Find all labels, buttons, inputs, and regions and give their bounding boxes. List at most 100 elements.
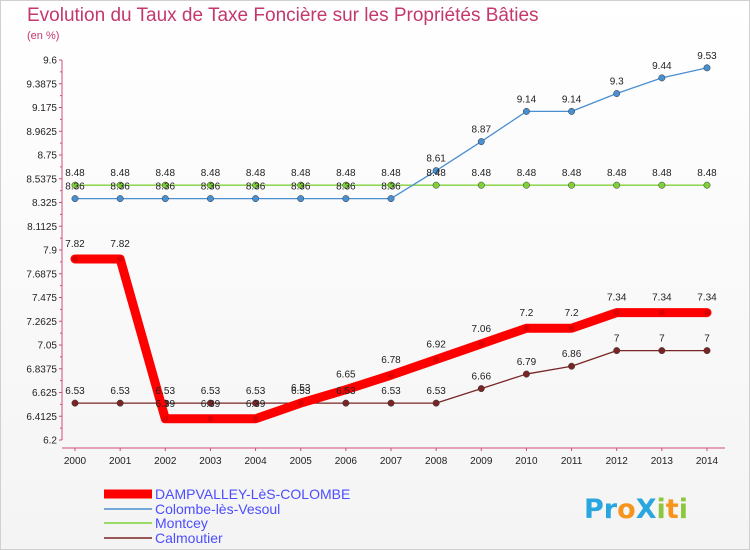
- data-point: [72, 255, 78, 262]
- data-label: 7.2: [565, 308, 579, 319]
- data-point: [206, 181, 214, 189]
- x-tick-label: 2011: [561, 456, 583, 467]
- data-label: 6.53: [381, 386, 401, 397]
- data-label: 8.48: [517, 168, 537, 179]
- legend-label: Colombe-lès-Vesoul: [155, 501, 280, 517]
- y-tick-label: 6.4125: [26, 412, 57, 423]
- data-point: [613, 90, 621, 97]
- data-label: 8.48: [426, 168, 446, 179]
- legend: DAMPVALLEY-LèS-COLOMBEColombe-lès-Vesoul…: [104, 486, 350, 546]
- logo-text: ProXiti: [584, 494, 688, 525]
- axes: 9.6 9.3875 9.175 8.9625 8.75 8.5375 8.325 8.112…: [26, 56, 725, 467]
- data-point: [297, 181, 305, 189]
- data-point: [116, 181, 124, 189]
- data-label: 8.36: [381, 182, 401, 193]
- data-label: 8.48: [472, 168, 492, 179]
- data-point: [342, 195, 350, 203]
- data-label: 6.39: [246, 399, 266, 410]
- data-point: [658, 347, 666, 355]
- data-point: [252, 181, 260, 189]
- data-label: 6.39: [156, 399, 176, 410]
- data-label: 7.34: [697, 293, 717, 304]
- data-point: [388, 372, 394, 379]
- data-point: [342, 386, 349, 393]
- chart-title: Evolution du Taux de Taxe Foncière sur l…: [27, 5, 539, 26]
- x-tick-label: 2012: [606, 456, 629, 467]
- data-label: 9.14: [562, 94, 582, 105]
- data-point: [162, 415, 169, 422]
- data-point: [342, 181, 350, 189]
- data-point: [71, 195, 79, 203]
- data-label: 6.53: [291, 383, 311, 394]
- data-point: [613, 347, 621, 355]
- data-label: 7.34: [652, 293, 672, 304]
- y-tick-label: 7.2625: [26, 317, 57, 328]
- y-tick-label: 9.3875: [26, 79, 57, 90]
- y-tick-label: 8.75: [38, 151, 58, 162]
- data-label: 7.34: [607, 293, 627, 304]
- data-label: 6.79: [517, 357, 537, 368]
- x-tick-label: 2006: [335, 456, 358, 467]
- data-label: 8.48: [156, 168, 176, 179]
- data-label: 6.53: [246, 386, 266, 397]
- y-tick-label: 9.175: [32, 103, 57, 114]
- legend-label: Calmoutier: [155, 530, 223, 546]
- x-tick-label: 2001: [109, 456, 132, 467]
- data-point: [252, 195, 260, 203]
- data-label: 8.36: [201, 182, 221, 193]
- data-point: [703, 181, 711, 189]
- data-label: 7: [614, 334, 620, 345]
- data-point: [161, 181, 169, 189]
- data-label: 8.36: [336, 182, 356, 193]
- data-label: 6.78: [381, 355, 401, 366]
- data-label: 6.53: [426, 386, 446, 397]
- data-point: [116, 195, 124, 203]
- data-point: [522, 370, 530, 378]
- y-tick-label: 7.05: [38, 341, 58, 352]
- data-label: 6.53: [156, 386, 176, 397]
- data-point: [432, 399, 440, 407]
- data-label: 6.66: [472, 372, 492, 383]
- x-tick-label: 2013: [651, 456, 674, 467]
- data-point: [161, 195, 169, 203]
- data-label: 6.92: [426, 340, 446, 351]
- x-tick-label: 2008: [425, 456, 448, 467]
- y-tick-label: 6.8375: [26, 364, 57, 375]
- y-unit-label: (en %): [27, 30, 60, 42]
- data-point: [523, 325, 530, 332]
- series-lines: [70, 64, 712, 424]
- data-label: 9.3: [610, 77, 624, 88]
- proxiti-logo: ProXiti: [584, 494, 688, 525]
- data-label: 6.86: [562, 349, 582, 360]
- data-label: 6.53: [336, 386, 356, 397]
- x-tick-label: 2005: [290, 456, 313, 467]
- data-label: 7: [659, 334, 665, 345]
- data-point: [522, 107, 530, 115]
- x-tick-label: 2009: [470, 456, 493, 467]
- data-label: 8.36: [291, 182, 311, 193]
- x-tick-label: 2014: [696, 456, 719, 467]
- data-label: 8.48: [336, 168, 356, 179]
- data-label: 7.06: [472, 324, 492, 335]
- data-label: 8.36: [65, 182, 85, 193]
- data-point: [116, 399, 124, 407]
- data-point: [477, 385, 485, 393]
- data-label: 9.44: [652, 61, 672, 72]
- y-tick-label: 6.2: [43, 436, 57, 447]
- y-tick-label: 6.625: [32, 388, 57, 399]
- data-label: 6.65: [336, 370, 356, 381]
- x-tick-label: 2010: [515, 456, 538, 467]
- data-label: 7.2: [519, 308, 533, 319]
- data-label: 8.48: [246, 168, 266, 179]
- data-point: [387, 399, 395, 407]
- legend-label: DAMPVALLEY-LèS-COLOMBE: [155, 486, 350, 502]
- data-point: [252, 399, 260, 407]
- data-point: [522, 181, 530, 189]
- data-point: [703, 347, 711, 355]
- data-point: [297, 400, 304, 407]
- data-label: 9.53: [697, 51, 717, 62]
- y-tick-label: 8.325: [32, 198, 57, 209]
- data-point: [703, 64, 711, 72]
- data-point: [206, 399, 214, 407]
